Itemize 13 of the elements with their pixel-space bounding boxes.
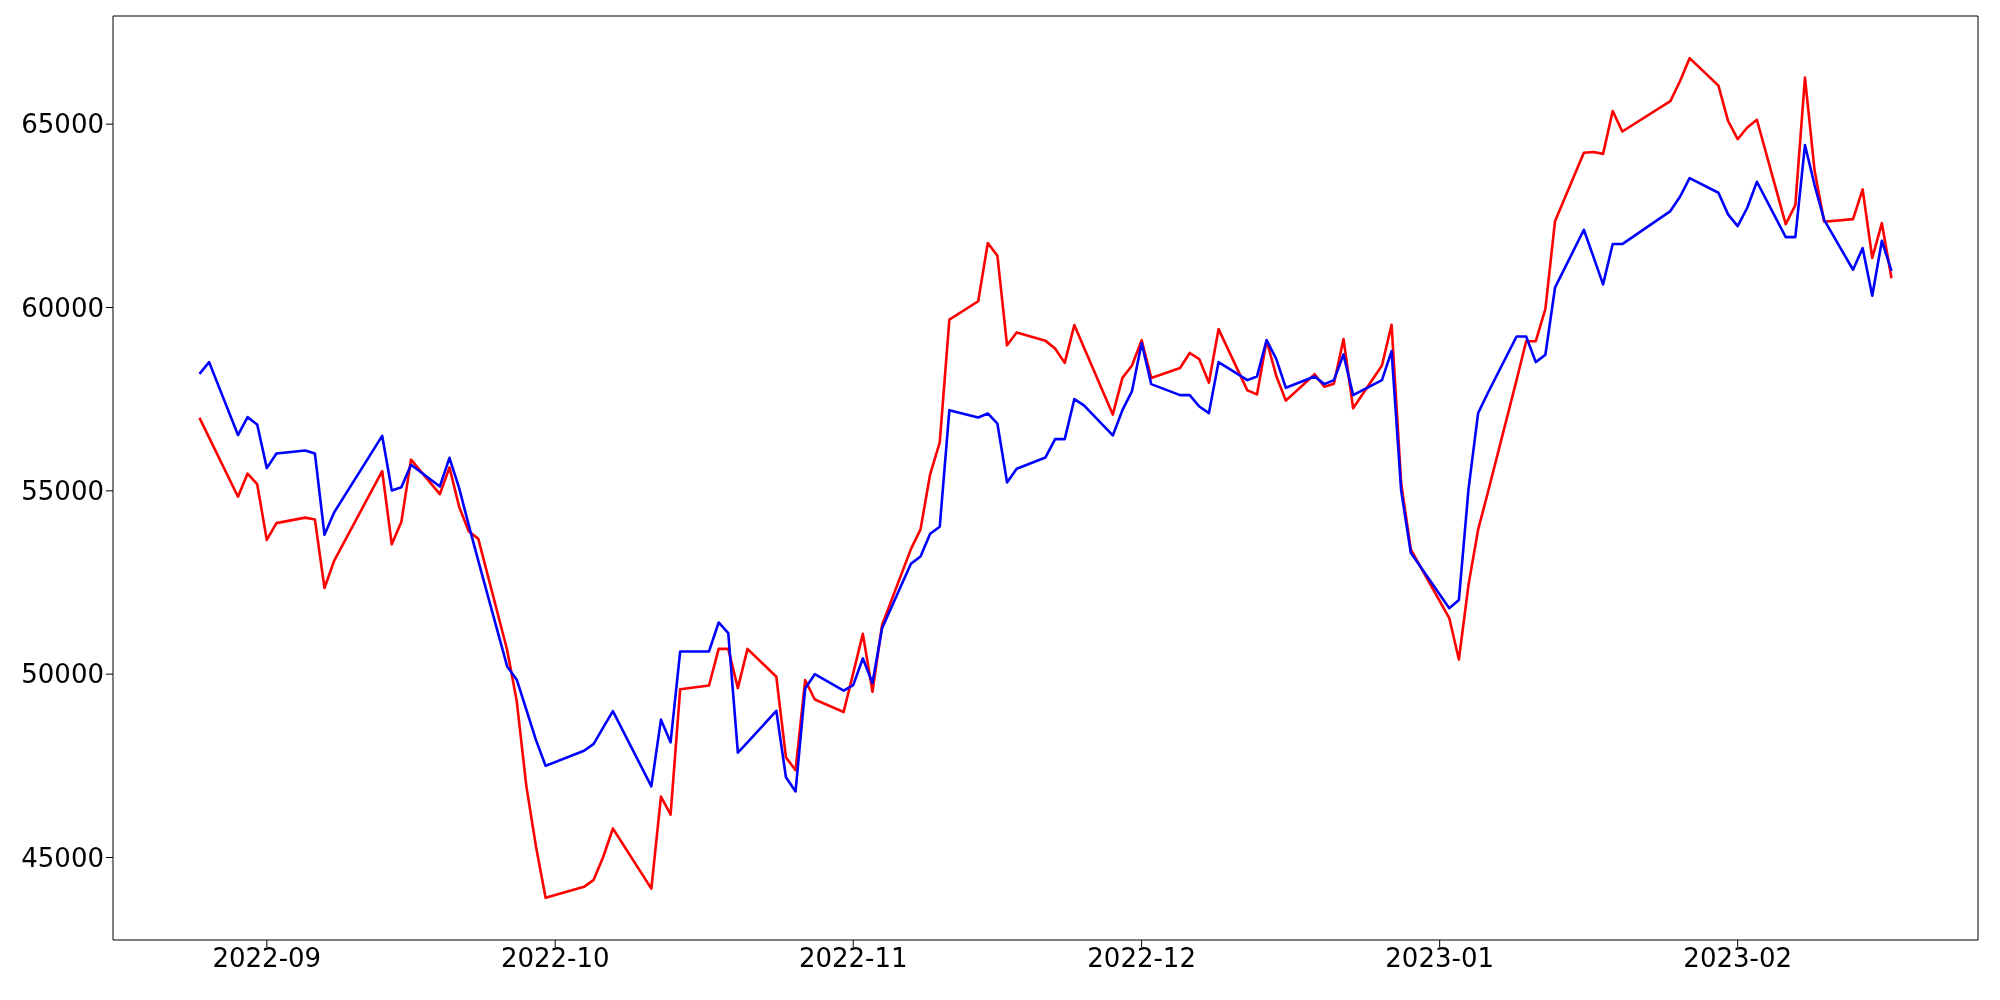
x-tick-label: 2022-10: [500, 943, 610, 974]
line-series: [198, 56, 1893, 900]
x-tick-label: 2023-01: [1385, 943, 1494, 974]
y-tick-label: 55000: [21, 476, 104, 507]
y-tick-label: 65000: [21, 109, 104, 140]
x-tick-label: 2022-09: [212, 943, 322, 974]
x-tick-label: 2022-12: [1087, 943, 1196, 974]
y-tick-label: 60000: [21, 292, 104, 323]
y-tick-label: 50000: [21, 659, 104, 690]
y-tick-label: 45000: [21, 842, 104, 873]
x-tick-label: 2023-02: [1683, 943, 1792, 974]
x-tick-label: 2022-11: [798, 943, 908, 974]
line-series: [198, 143, 1893, 793]
